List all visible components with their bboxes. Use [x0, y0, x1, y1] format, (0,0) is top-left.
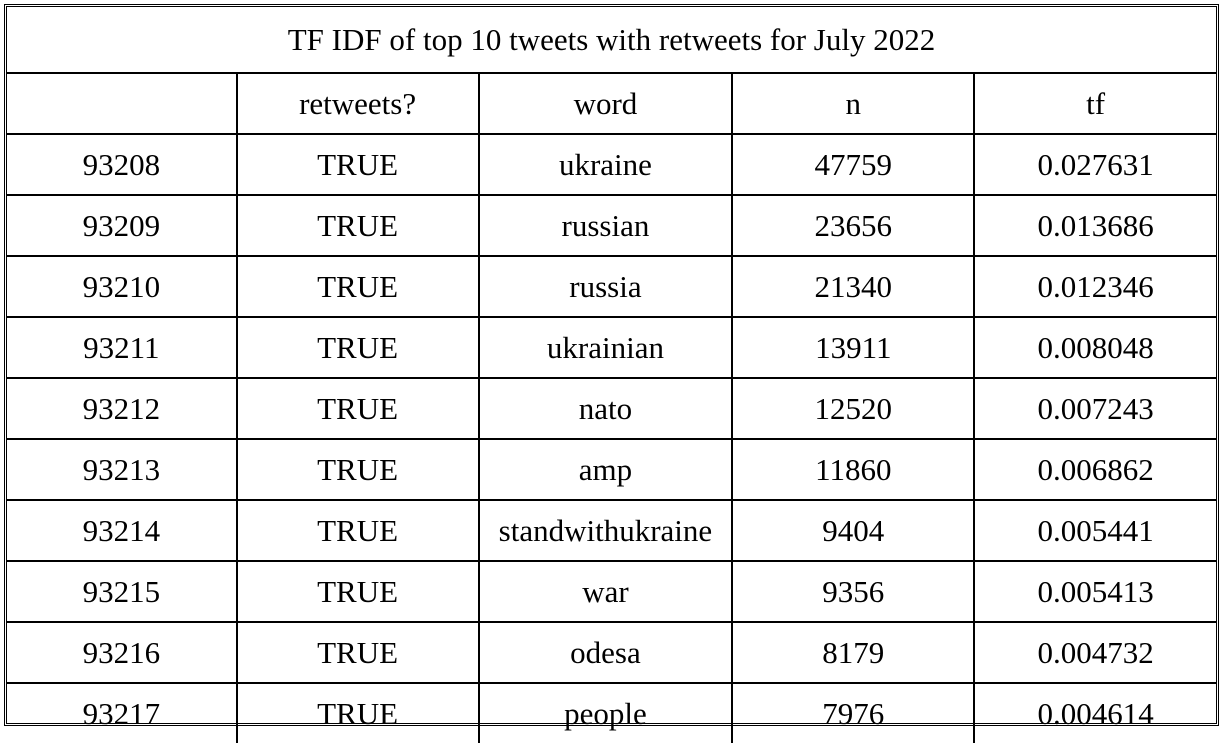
word-cell: war — [477, 560, 734, 623]
table-row: 93214 TRUE standwithukraine 9404 0.005441 — [7, 499, 1216, 562]
table-row: 93213 TRUE amp 11860 0.006862 — [7, 438, 1216, 501]
retweets-cell: TRUE — [235, 133, 480, 196]
table-row: 93212 TRUE nato 12520 0.007243 — [7, 377, 1216, 440]
tf-cell: 0.004732 — [973, 621, 1216, 684]
n-cell: 9356 — [731, 560, 976, 623]
column-header-tf: tf — [973, 72, 1216, 135]
word-cell: nato — [477, 377, 734, 440]
table-title: TF IDF of top 10 tweets with retweets fo… — [7, 7, 1216, 74]
n-cell: 9404 — [731, 499, 976, 562]
column-header-retweets: retweets? — [235, 72, 480, 135]
tf-cell: 0.027631 — [973, 133, 1216, 196]
n-cell: 13911 — [731, 316, 976, 379]
column-header-id — [7, 72, 238, 135]
tf-cell: 0.006862 — [973, 438, 1216, 501]
tf-cell: 0.004614 — [973, 682, 1216, 743]
n-cell: 23656 — [731, 194, 976, 257]
table-header-row: retweets? word n tf — [7, 72, 1216, 135]
word-cell: odesa — [477, 621, 734, 684]
tf-cell: 0.013686 — [973, 194, 1216, 257]
table-title-row: TF IDF of top 10 tweets with retweets fo… — [7, 7, 1216, 74]
n-cell: 47759 — [731, 133, 976, 196]
n-cell: 8179 — [731, 621, 976, 684]
row-id-cell: 93216 — [7, 621, 238, 684]
row-id-cell: 93210 — [7, 255, 238, 318]
row-id-cell: 93212 — [7, 377, 238, 440]
tf-cell: 0.008048 — [973, 316, 1216, 379]
retweets-cell: TRUE — [235, 682, 480, 743]
table-row: 93209 TRUE russian 23656 0.013686 — [7, 194, 1216, 257]
row-id-cell: 93213 — [7, 438, 238, 501]
retweets-cell: TRUE — [235, 377, 480, 440]
word-cell: russia — [477, 255, 734, 318]
tf-cell: 0.005413 — [973, 560, 1216, 623]
n-cell: 7976 — [731, 682, 976, 743]
row-id-cell: 93217 — [7, 682, 238, 743]
retweets-cell: TRUE — [235, 316, 480, 379]
row-id-cell: 93211 — [7, 316, 238, 379]
word-cell: amp — [477, 438, 734, 501]
table-row: 93211 TRUE ukrainian 13911 0.008048 — [7, 316, 1216, 379]
word-cell: ukraine — [477, 133, 734, 196]
word-cell: standwithukraine — [477, 499, 734, 562]
table-row: 93216 TRUE odesa 8179 0.004732 — [7, 621, 1216, 684]
row-id-cell: 93208 — [7, 133, 238, 196]
row-id-cell: 93215 — [7, 560, 238, 623]
table-row: 93217 TRUE people 7976 0.004614 — [7, 682, 1216, 743]
n-cell: 11860 — [731, 438, 976, 501]
tfidf-table: TF IDF of top 10 tweets with retweets fo… — [7, 7, 1216, 743]
column-header-word: word — [477, 72, 734, 135]
row-id-cell: 93209 — [7, 194, 238, 257]
tf-cell: 0.007243 — [973, 377, 1216, 440]
column-header-n: n — [731, 72, 976, 135]
retweets-cell: TRUE — [235, 194, 480, 257]
table-row: 93208 TRUE ukraine 47759 0.027631 — [7, 133, 1216, 196]
tf-cell: 0.012346 — [973, 255, 1216, 318]
n-cell: 12520 — [731, 377, 976, 440]
retweets-cell: TRUE — [235, 255, 480, 318]
word-cell: people — [477, 682, 734, 743]
retweets-cell: TRUE — [235, 438, 480, 501]
table-row: 93215 TRUE war 9356 0.005413 — [7, 560, 1216, 623]
n-cell: 21340 — [731, 255, 976, 318]
retweets-cell: TRUE — [235, 560, 480, 623]
word-cell: ukrainian — [477, 316, 734, 379]
retweets-cell: TRUE — [235, 499, 480, 562]
tf-cell: 0.005441 — [973, 499, 1216, 562]
retweets-cell: TRUE — [235, 621, 480, 684]
tfidf-table-frame: TF IDF of top 10 tweets with retweets fo… — [4, 4, 1219, 743]
word-cell: russian — [477, 194, 734, 257]
table-row: 93210 TRUE russia 21340 0.012346 — [7, 255, 1216, 318]
row-id-cell: 93214 — [7, 499, 238, 562]
